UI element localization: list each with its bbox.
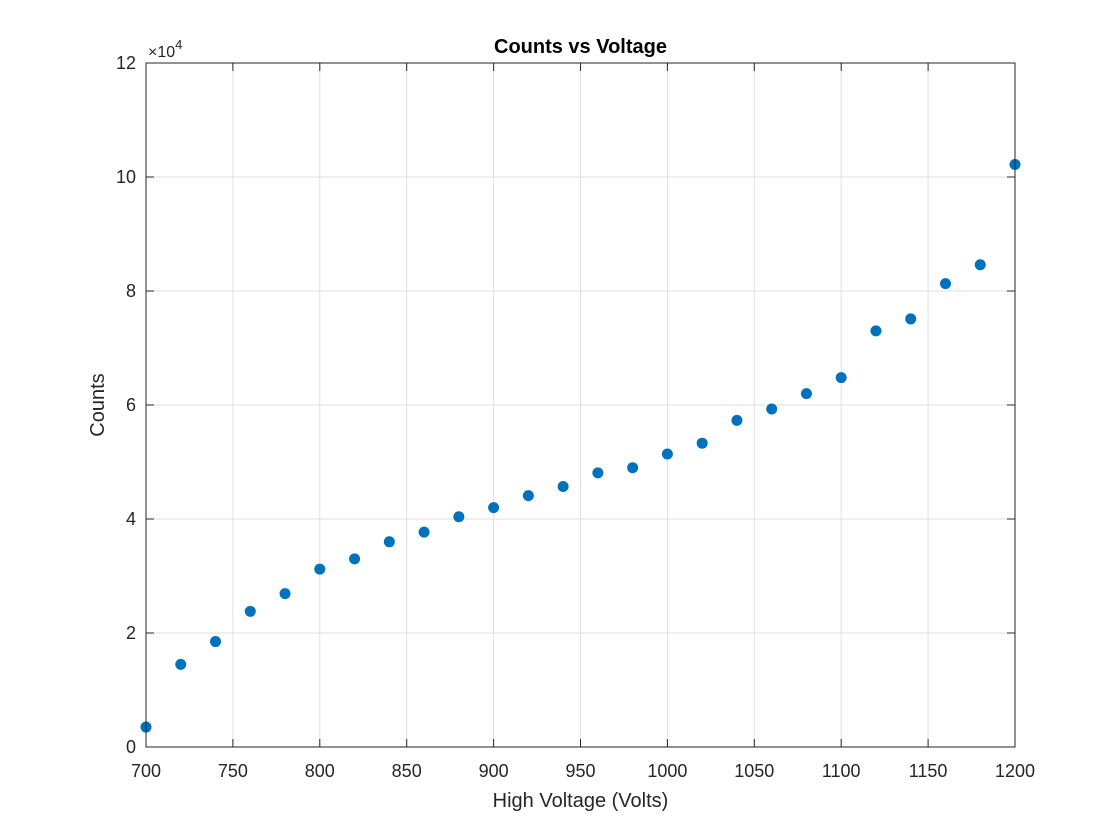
data-point (661, 448, 673, 460)
axes (145, 62, 1016, 748)
data-point (731, 414, 743, 426)
x-tick-label: 1050 (734, 761, 774, 781)
y-tick-label: 12 (116, 53, 136, 73)
x-tick-label: 850 (392, 761, 422, 781)
y-tick-label: 10 (116, 167, 136, 187)
data-point (627, 462, 639, 474)
data-point (766, 403, 778, 415)
x-tick-label: 800 (305, 761, 335, 781)
data-point (905, 313, 917, 325)
y-axis-label: Counts (87, 373, 109, 436)
data-point (210, 636, 222, 648)
y-axis-tick-labels: 0 2 4 6 8 10 12 (116, 53, 136, 757)
data-point (244, 605, 256, 617)
x-tick-label: 1000 (647, 761, 687, 781)
data-point (974, 259, 986, 271)
x-axis-tick-labels: 700 750 800 850 900 950 1000 1050 1100 1150 1200 (131, 761, 1035, 781)
x-tick-label: 750 (218, 761, 248, 781)
x-tick-label: 900 (479, 761, 509, 781)
x-tick-label: 1100 (822, 761, 861, 781)
data-point (592, 467, 604, 479)
data-point (418, 526, 430, 538)
y-tick-label: 6 (126, 395, 136, 415)
y-tick-label: 2 (126, 623, 136, 643)
x-tick-label: 1200 (995, 761, 1035, 781)
data-point (522, 490, 534, 502)
data-point (800, 388, 812, 400)
data-point (488, 502, 500, 514)
data-point (453, 511, 465, 523)
y-tick-label: 8 (126, 281, 136, 301)
data-point (383, 536, 395, 548)
data-point (835, 372, 847, 384)
data-point (175, 658, 187, 670)
x-tick-label: 1150 (909, 761, 948, 781)
chart-title: Counts vs Voltage (494, 36, 667, 58)
data-point (870, 325, 882, 337)
data-point (939, 278, 951, 290)
data-point (349, 553, 361, 565)
y-tick-label: 4 (126, 509, 136, 529)
y-axis-exponent-label: ×104 (148, 37, 182, 61)
data-point (557, 481, 569, 493)
data-point (314, 563, 326, 575)
y-axis-exponent-prefix: ×10 (148, 44, 175, 61)
x-tick-label: 700 (131, 761, 161, 781)
data-point (279, 588, 291, 600)
y-tick-label: 0 (126, 737, 136, 757)
data-point (696, 437, 708, 449)
x-tick-label: 950 (565, 761, 595, 781)
x-axis-label: High Voltage (Volts) (493, 790, 669, 812)
y-axis-exponent-power: 4 (175, 37, 182, 52)
data-points (140, 158, 1021, 733)
